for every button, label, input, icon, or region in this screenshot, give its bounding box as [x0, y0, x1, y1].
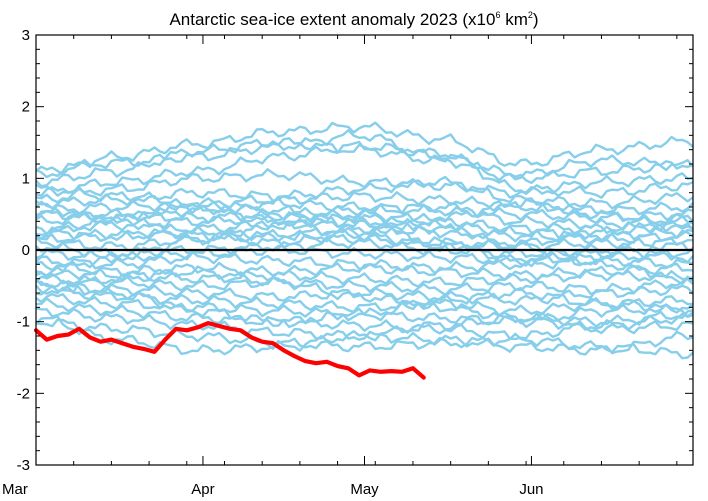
y-tick-label: 2 [22, 99, 30, 116]
current-series-group [33, 321, 426, 380]
history-series-line [35, 318, 694, 360]
y-tick-label: -3 [17, 457, 30, 474]
history-series-line [35, 266, 694, 288]
current-series-line [33, 321, 426, 380]
history-series-line [35, 273, 694, 297]
history-series-group [35, 121, 694, 360]
y-tick-label: 3 [22, 27, 30, 44]
history-series-line [35, 200, 693, 268]
history-series-line [35, 244, 694, 267]
x-tick-label: Mar [2, 481, 28, 498]
history-series-line [35, 198, 694, 249]
x-tick-label: May [350, 481, 379, 498]
history-series-line [35, 297, 694, 341]
history-series-line [35, 280, 694, 306]
history-series-line [35, 278, 694, 327]
history-series-line [35, 213, 694, 285]
history-series-line [35, 309, 694, 356]
history-series-line [35, 260, 694, 281]
history-series-line [35, 175, 694, 210]
history-series-line [35, 215, 694, 242]
x-tick-label: Jun [519, 481, 543, 498]
history-series-line [35, 207, 694, 236]
y-tick-label: -1 [17, 314, 30, 331]
x-axis: Mar Apr May Jun [2, 35, 678, 498]
history-series-line [35, 121, 694, 179]
y-axis: -3 -2 -1 0 1 2 3 [17, 27, 693, 474]
history-series-line [35, 183, 694, 253]
history-series-line [35, 265, 694, 335]
y-tick-label: 1 [22, 170, 30, 187]
history-series-line [35, 140, 694, 199]
history-series-line [35, 307, 694, 356]
chart-title: Antarctic sea-ice extent anomaly 2023 (x… [169, 10, 538, 29]
history-series-line [35, 137, 694, 188]
y-tick-label: 0 [22, 242, 30, 259]
history-series-line [35, 191, 694, 217]
history-series-line [35, 129, 694, 181]
y-tick-label: -2 [17, 385, 30, 402]
x-tick-label: Apr [191, 481, 214, 498]
